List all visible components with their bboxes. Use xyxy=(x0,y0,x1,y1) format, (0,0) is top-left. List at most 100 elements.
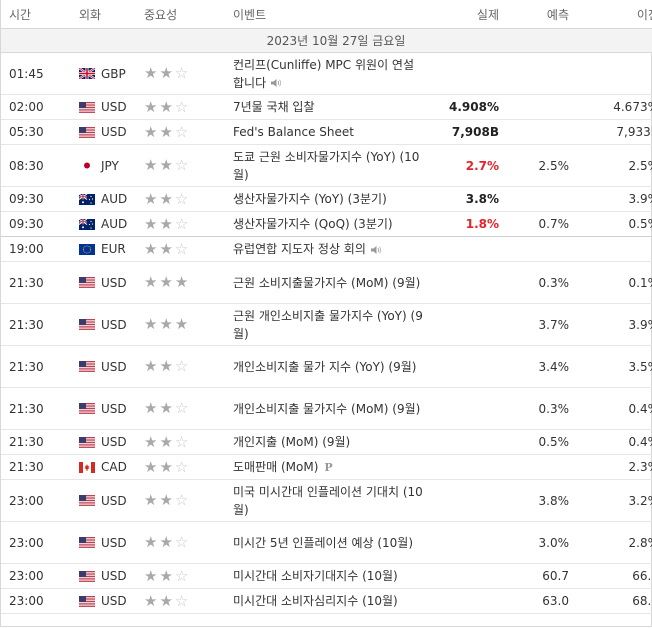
event-row[interactable]: 21:30 USD ★★★ 근원 개인소비지출 물가지수 (YoY) (9월) 3.7%… xyxy=(1,303,652,346)
importance-stars: ★★★ xyxy=(144,303,233,346)
importance-stars: ★★☆ xyxy=(144,454,233,480)
flag-us-icon xyxy=(79,277,95,288)
event-actual xyxy=(429,261,499,304)
star-icon: ☆ xyxy=(174,533,191,551)
header-previous[interactable]: 이전 xyxy=(569,0,652,29)
event-row[interactable]: 05:30 USD ★★☆ Fed's Balance Sheet 7,908B 7,93… xyxy=(1,119,652,145)
event-previous: 3.5% xyxy=(569,345,652,388)
currency-code: USD xyxy=(101,594,127,608)
event-name[interactable]: 생산자물가지수 (QoQ) (3분기) xyxy=(233,211,429,237)
event-name[interactable]: 근원 소비지출물가지수 (MoM) (9월) xyxy=(233,261,429,304)
event-name[interactable]: 컨리프(Cunliffe) MPC 위원이 연설합니다 xyxy=(233,52,429,95)
event-previous: 66.0 xyxy=(569,563,652,589)
flag-us-icon xyxy=(79,403,95,414)
header-event[interactable]: 이벤트 xyxy=(233,0,429,29)
star-icon: ★ xyxy=(144,156,160,174)
event-name-text[interactable]: 미시간대 소비자심리지수 (10월) xyxy=(233,594,398,608)
event-name-text[interactable]: 미시간대 소비자기대지수 (10월) xyxy=(233,569,398,583)
event-name-text[interactable]: 개인소비지출 물가지수 (MoM) (9월) xyxy=(233,401,421,416)
event-name[interactable]: 미시간대 소비자기대지수 (10월) xyxy=(233,563,429,589)
star-icon: ★ xyxy=(159,122,175,141)
event-name-text[interactable]: 근원 개인소비지출 물가지수 (YoY) (9월) xyxy=(233,308,423,341)
star-icon: ★ xyxy=(144,97,160,116)
importance-stars: ★★☆ xyxy=(144,52,233,95)
importance-stars: ★★☆ xyxy=(144,563,233,589)
event-name[interactable]: 유럽연합 지도자 정상 회의 xyxy=(233,236,429,262)
event-name-text[interactable]: 도매판매 (MoM) xyxy=(233,459,319,474)
event-time: 09:30 xyxy=(1,186,79,212)
event-row[interactable]: 08:30 JPY ★★☆ 도쿄 근원 소비자물가지수 (YoY) (10월) 2.7%… xyxy=(1,144,652,187)
event-actual: 7,908B xyxy=(429,119,499,145)
event-name-text[interactable]: 7년물 국채 입찰 xyxy=(233,100,315,114)
flag-eu-icon xyxy=(79,243,95,255)
event-previous: 2.5% xyxy=(569,144,652,187)
event-name[interactable]: 개인소비지출 물가지수 (MoM) (9월) xyxy=(233,387,429,430)
event-name[interactable]: 개인소비지출 물가 지수 (YoY) (9월) xyxy=(233,345,429,388)
event-name-text[interactable]: 생산자물가지수 (YoY) (3분기) xyxy=(233,192,387,206)
flag-us-icon xyxy=(79,361,95,372)
event-name[interactable]: 도매판매 (MoM) P xyxy=(233,454,429,480)
event-previous: 2.3% xyxy=(569,454,652,480)
header-currency[interactable]: 외화 xyxy=(79,0,144,29)
event-name[interactable]: 미국 미시간대 인플레이션 기대치 (10월) xyxy=(233,479,429,522)
event-currency: EUR xyxy=(79,236,144,262)
event-name-text[interactable]: 개인지출 (MoM) (9월) xyxy=(233,435,351,449)
event-name[interactable]: 근원 개인소비지출 물가지수 (YoY) (9월) xyxy=(233,303,429,346)
header-forecast[interactable]: 예측 xyxy=(499,0,569,29)
event-name-text[interactable]: 유럽연합 지도자 정상 회의 xyxy=(233,242,366,256)
event-name[interactable]: 미시간 5년 인플레이션 예상 (10월) xyxy=(233,521,429,564)
currency-code: AUD xyxy=(101,217,128,231)
event-forecast: 0.3% xyxy=(499,387,569,430)
event-forecast xyxy=(499,52,569,95)
event-name-text[interactable]: Fed's Balance Sheet xyxy=(233,125,354,139)
star-icon: ★ xyxy=(144,566,160,585)
importance-stars: ★★☆ xyxy=(144,119,233,145)
event-name-text[interactable]: 도쿄 근원 소비자물가지수 (YoY) (10월) xyxy=(233,149,420,182)
event-forecast: 0.3% xyxy=(499,261,569,304)
event-name-text[interactable]: 생산자물가지수 (QoQ) (3분기) xyxy=(233,217,393,231)
currency-code: USD xyxy=(101,493,127,508)
header-importance[interactable]: 중요성 xyxy=(144,0,233,29)
star-icon: ★ xyxy=(159,315,175,333)
event-row[interactable]: 19:00 EUR ★★☆ 유럽연합 지도자 정상 회의 xyxy=(1,236,652,262)
event-time: 21:30 xyxy=(1,429,79,455)
header-actual[interactable]: 실제 xyxy=(429,0,499,29)
event-name[interactable]: 미시간대 소비자심리지수 (10월) xyxy=(233,588,429,614)
event-row[interactable]: 21:30 USD ★★★ 근원 소비지출물가지수 (MoM) (9월) 0.3% 0.1… xyxy=(1,261,652,304)
event-name[interactable]: Fed's Balance Sheet xyxy=(233,119,429,145)
currency-code: AUD xyxy=(101,192,128,206)
event-row[interactable]: 09:30 AUD ★★☆ 생산자물가지수 (QoQ) (3분기) 1.8% 0.7% 0.… xyxy=(1,211,652,237)
event-name-text[interactable]: 개인소비지출 물가 지수 (YoY) (9월) xyxy=(233,359,417,374)
importance-stars: ★★☆ xyxy=(144,144,233,187)
header-time[interactable]: 시간 xyxy=(1,0,79,29)
event-name-text[interactable]: 미시간 5년 인플레이션 예상 (10월) xyxy=(233,535,414,550)
flag-us-icon xyxy=(79,101,95,113)
event-forecast: 63.0 xyxy=(499,588,569,614)
event-name-text[interactable]: 컨리프(Cunliffe) MPC 위원이 연설합니다 xyxy=(233,57,415,90)
event-row[interactable]: 21:30 USD ★★☆ 개인소비지출 물가지수 (MoM) (9월) 0.3% 0.4… xyxy=(1,387,652,430)
importance-stars: ★★☆ xyxy=(144,429,233,455)
event-name[interactable]: 개인지출 (MoM) (9월) xyxy=(233,429,429,455)
event-previous: 0.4% xyxy=(569,429,652,455)
event-name-text[interactable]: 미국 미시간대 인플레이션 기대치 (10월) xyxy=(233,484,423,517)
event-row[interactable]: 23:00 USD ★★☆ 미국 미시간대 인플레이션 기대치 (10월) 3.8% 3.… xyxy=(1,479,652,522)
flag-gb-icon xyxy=(79,68,95,79)
event-name[interactable]: 7년물 국채 입찰 xyxy=(233,94,429,120)
importance-stars: ★★☆ xyxy=(144,236,233,262)
event-row[interactable]: 01:45 GBP ★★☆ 컨리프(Cunliffe) MPC 위원이 연설합니다 xyxy=(1,52,652,95)
event-row[interactable]: 21:30 USD ★★☆ 개인소비지출 물가 지수 (YoY) (9월) 3.4% 3.… xyxy=(1,345,652,388)
event-name-text[interactable]: 근원 소비지출물가지수 (MoM) (9월) xyxy=(233,275,421,290)
event-name[interactable]: 도쿄 근원 소비자물가지수 (YoY) (10월) xyxy=(233,144,429,187)
event-previous: 0.5% xyxy=(569,211,652,237)
event-previous: 3.9% xyxy=(569,303,652,346)
importance-stars: ★★☆ xyxy=(144,345,233,388)
event-name[interactable]: 생산자물가지수 (YoY) (3분기) xyxy=(233,186,429,212)
event-actual xyxy=(429,345,499,388)
